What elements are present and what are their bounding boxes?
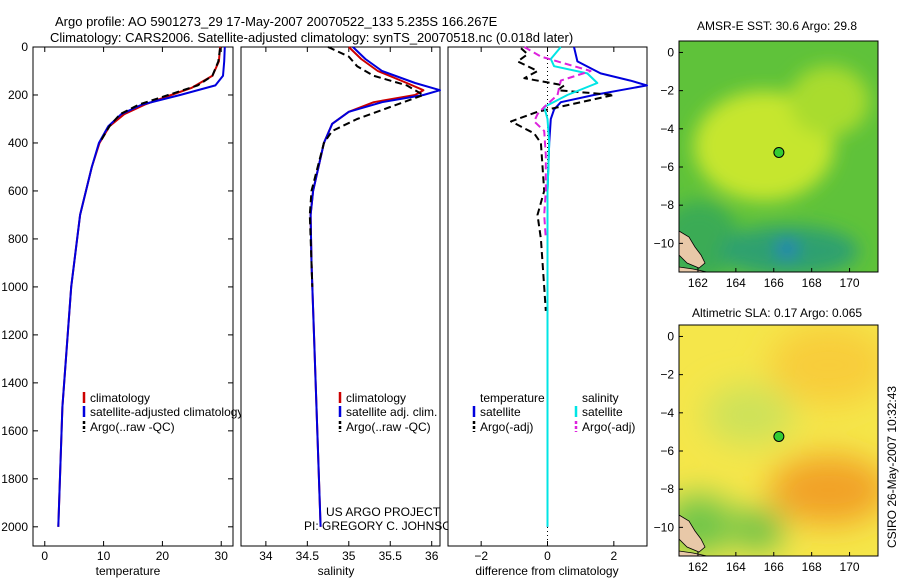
y-tick-label: 800	[8, 232, 28, 246]
y-tick-label: −4	[660, 406, 674, 420]
y-tick-label: −2	[660, 368, 674, 382]
argo-location-marker	[773, 146, 785, 158]
x-tick-label: 170	[840, 276, 860, 290]
header-line2: Climatology: CARS2006. Satellite-adjuste…	[50, 30, 573, 45]
y-tick-label: −10	[654, 236, 675, 250]
sst-warm-region	[789, 66, 869, 136]
y-tick-label: −2	[660, 84, 674, 98]
sla-map-panel: Altimetric SLA: 0.17 Argo: 0.065 162 164 1…	[654, 306, 879, 574]
temperature-panel: 0 200 400 600 800 1000 1200 1400 1600 1800 2000 0 10…	[1, 40, 243, 578]
x-tick-label: 0	[41, 549, 48, 563]
x-tick-label: 35	[342, 549, 356, 563]
x-tick-label: 162	[688, 560, 708, 574]
legend-label-satellite: satellite adj. clim.	[346, 405, 437, 419]
series-argo-raw-qc	[98, 48, 222, 144]
credit-line1: US ARGO PROJECT	[326, 505, 441, 519]
y-tick-label: −8	[660, 198, 674, 212]
sla-high-region	[769, 325, 878, 405]
y-tick-label: −6	[660, 444, 674, 458]
x-tick-label: 35.5	[379, 549, 403, 563]
y-tick-label: 1000	[1, 280, 28, 294]
sla-map-title: Altimetric SLA: 0.17 Argo: 0.065	[692, 306, 862, 320]
sst-map-title: AMSR-E SST: 30.6 Argo: 29.8	[697, 19, 857, 33]
y-tick-label: 0	[21, 40, 28, 54]
x-tick-label: 162	[688, 276, 708, 290]
coastline-land	[679, 266, 708, 272]
legend-label-argo: Argo(..raw -QC)	[90, 420, 175, 434]
temperature-xlabel: temperature	[96, 564, 161, 578]
y-tick-label: 2000	[1, 520, 28, 534]
legend-label-temp-argo: Argo(-adj)	[480, 420, 533, 434]
legend-label-argo: Argo(..raw -QC)	[346, 420, 431, 434]
legend-label-climatology: climatology	[90, 391, 150, 405]
legend-label-satellite: satellite-adjusted climatology	[90, 405, 243, 419]
temperature-axes	[32, 46, 234, 547]
y-tick-label: 1200	[1, 328, 28, 342]
coastline-land	[679, 550, 708, 556]
sla-low-region	[704, 385, 794, 445]
series-argo-raw-qc	[308, 46, 425, 287]
x-tick-label: 2	[610, 549, 617, 563]
salinity-xlabel: salinity	[318, 564, 355, 578]
argo-location-marker	[773, 430, 785, 442]
series-salinity-argo-adj	[523, 46, 592, 239]
y-tick-label: 1400	[1, 376, 28, 390]
coastline-land	[679, 230, 706, 269]
x-tick-label: 36	[425, 549, 439, 563]
sst-map-axes	[678, 40, 879, 273]
temperature-legend: climatology satellite-adjusted climatolo…	[82, 391, 243, 434]
x-tick-label: 170	[840, 560, 860, 574]
difference-panel: −2 0 2 difference from climatology tempera…	[447, 46, 648, 578]
legend-header-salinity: salinity	[582, 391, 619, 405]
y-tick-label: −6	[660, 160, 674, 174]
x-tick-label: 20	[156, 549, 170, 563]
difference-legend: temperature salinity satellite Argo(-adj…	[472, 391, 635, 434]
y-tick-label: −10	[654, 520, 675, 534]
series-satellite-adj-clim	[309, 46, 441, 527]
y-tick-label: 1800	[1, 472, 28, 486]
x-tick-label: 166	[764, 560, 784, 574]
legend-label-sal-satellite: satellite	[582, 405, 623, 419]
x-tick-label: −2	[474, 549, 488, 563]
y-tick-label: 400	[8, 136, 28, 150]
y-tick-label: 1600	[1, 424, 28, 438]
legend-header-temperature: temperature	[480, 391, 545, 405]
sla-map-axes	[678, 324, 879, 557]
x-tick-label: 168	[802, 560, 822, 574]
salinity-legend: climatology satellite adj. clim. Argo(..…	[338, 391, 437, 434]
y-tick-label: 0	[667, 329, 674, 343]
timestamp: CSIRO 26-May-2007 10:32:43	[885, 386, 899, 548]
credit-line2: PI: GREGORY C. JOHNSON	[304, 519, 460, 533]
salinity-panel: 34 34.5 35 35.5 36 salinity climatology sate…	[240, 46, 460, 578]
sst-cold-spot	[777, 241, 797, 257]
y-tick-label: −8	[660, 482, 674, 496]
y-tick-label: 0	[667, 45, 674, 59]
sla-high-region	[769, 455, 878, 525]
legend-label-sal-argo: Argo(-adj)	[582, 420, 635, 434]
salinity-axes	[240, 46, 441, 547]
legend-label-temp-satellite: satellite	[480, 405, 521, 419]
x-tick-label: 10	[97, 549, 111, 563]
x-tick-label: 0	[544, 549, 551, 563]
x-tick-label: 164	[726, 560, 746, 574]
difference-xlabel: difference from climatology	[475, 564, 618, 578]
coastline-land	[679, 514, 706, 553]
sst-map-panel: AMSR-E SST: 30.6 Argo: 29.8 162 164 166 168…	[654, 19, 879, 290]
x-tick-label: 34.5	[296, 549, 320, 563]
sla-low-region	[734, 510, 784, 550]
header-line1: Argo profile: AO 5901273_29 17-May-2007 …	[55, 14, 498, 29]
x-tick-label: 164	[726, 276, 746, 290]
x-tick-label: 30	[215, 549, 229, 563]
legend-label-climatology: climatology	[346, 391, 406, 405]
x-tick-label: 168	[802, 276, 822, 290]
x-tick-label: 34	[259, 549, 273, 563]
y-tick-label: 200	[8, 88, 28, 102]
y-tick-label: −4	[660, 122, 674, 136]
y-tick-label: 600	[8, 184, 28, 198]
series-temperature-argo-adj	[510, 47, 615, 311]
x-tick-label: 166	[764, 276, 784, 290]
